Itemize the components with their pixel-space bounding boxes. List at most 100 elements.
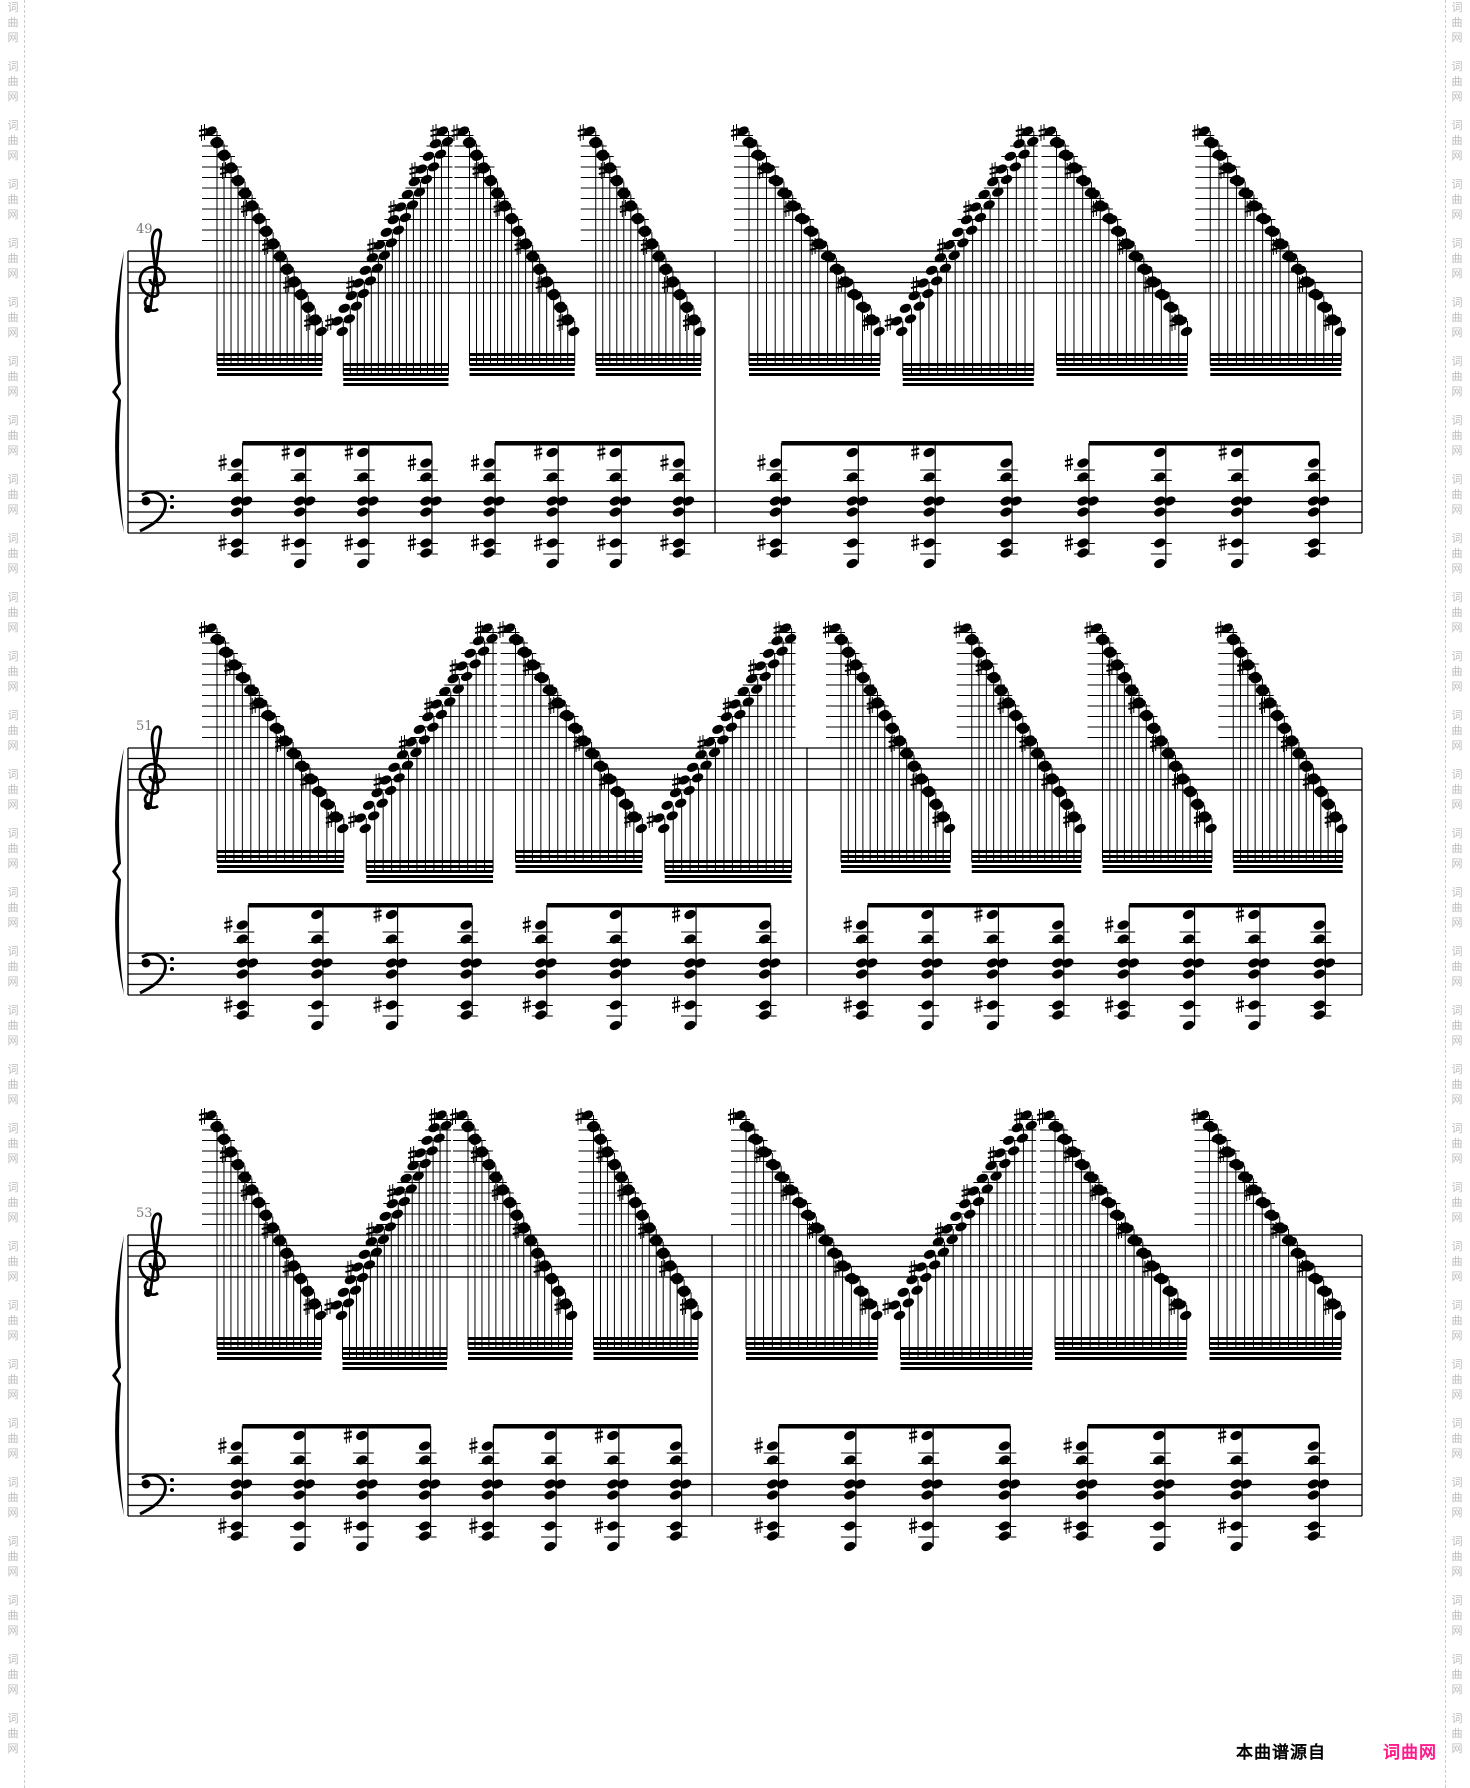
bass-beam [1129,903,1326,908]
notehead [436,126,449,136]
notehead [240,496,253,506]
notehead [357,558,369,569]
beam [366,870,494,873]
sharp-icon [1243,1184,1253,1201]
sharp-stroke [198,128,208,132]
sharp-stroke [373,1005,382,1009]
notehead [429,139,442,149]
notehead [534,265,547,275]
sharp-stroke [1063,1521,1072,1525]
notehead [457,126,470,136]
sharp-stroke [218,1526,227,1530]
beam [900,1362,1033,1365]
sharp-stroke [1270,1231,1279,1235]
sharp-stroke [282,280,292,284]
watermark-text: 词曲网 [1451,1594,1463,1637]
notehead [338,303,350,313]
sharp-icon [809,238,818,255]
sharp-stroke [533,538,543,542]
notehead [887,724,900,734]
sharp-stroke [843,1005,852,1009]
notehead [1074,823,1086,834]
notehead [384,1222,397,1232]
sharp-stroke [1168,1302,1177,1306]
notehead [678,775,690,785]
notehead [1240,496,1253,506]
notehead [893,1310,906,1321]
brace [112,748,124,995]
sharp-icon [1116,238,1126,255]
notehead [1079,177,1092,187]
notehead [1230,472,1243,482]
sharp-icon [1063,1517,1072,1534]
bass-chord [755,905,781,1020]
sharp-icon [637,1222,647,1239]
bass-beam [546,903,771,908]
notehead [343,314,355,324]
sharp-stroke [522,668,532,672]
notehead [535,969,547,979]
notehead [1197,1110,1210,1120]
watermark-text: 词曲网 [1451,414,1463,457]
bass-chord [290,1426,315,1552]
notehead [1069,813,1081,823]
sharp-stroke [1015,128,1025,132]
sharp-stroke [344,447,354,452]
footer-site-name[interactable]: 词曲网 [1383,1743,1437,1763]
sharp-icon [624,811,633,828]
notehead [779,623,792,633]
notehead [447,674,459,684]
sharp-stroke [671,782,681,786]
sharp-stroke [469,1441,478,1445]
bass-clef-dot [170,495,174,499]
sharp-stroke [682,323,692,327]
notehead [373,240,386,250]
notehead [856,496,869,506]
notehead [771,636,783,646]
notehead [622,800,634,810]
sharp-icon [843,996,852,1013]
bass-chord [594,1426,629,1552]
notehead [609,496,622,506]
watermark-text: 词曲网 [7,1476,19,1519]
notehead [669,1441,682,1451]
notehead [1287,737,1299,747]
sharp-stroke [1217,1521,1227,1525]
notehead [380,227,393,237]
sharp-stroke [882,1302,891,1306]
bass-clef-icon [139,490,174,533]
sharp-stroke [1217,1526,1227,1530]
sharp-icon [1064,454,1074,471]
sharp-icon [722,697,732,714]
system: 49 [112,124,1363,569]
sharp-stroke [1235,909,1245,914]
sharp-stroke [344,452,354,457]
beam [593,1347,699,1350]
notehead [1018,724,1030,734]
beam [841,850,951,853]
bass-beam [248,903,473,908]
notehead [1307,1531,1320,1541]
notehead [518,1224,531,1234]
notehead [293,496,306,506]
sharp-icon [407,454,417,471]
notehead [588,750,600,760]
watermark-text: 词曲网 [7,945,19,988]
watermark-text: 词曲网 [7,532,19,575]
notehead [483,496,495,506]
bass-clef-dot [141,496,151,506]
sharp-stroke [428,1112,438,1116]
sharp-icon [573,735,582,752]
notehead [544,1541,556,1552]
sharp-stroke [1062,820,1072,824]
sharp-stroke [671,777,681,781]
sharp-stroke [573,744,582,748]
sharp-stroke [1218,171,1227,175]
sharp-stroke [224,925,233,929]
notehead [1148,1262,1161,1272]
notehead [452,684,464,694]
notehead [609,447,622,458]
sharp-stroke [1063,1526,1072,1530]
notehead [1163,1479,1175,1489]
bass-chord [224,905,259,1020]
